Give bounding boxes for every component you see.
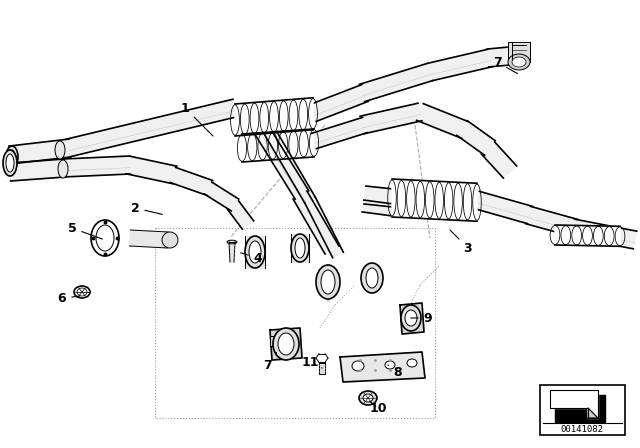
Polygon shape — [588, 408, 598, 418]
Polygon shape — [340, 352, 425, 382]
Text: 7: 7 — [264, 352, 276, 371]
Ellipse shape — [245, 236, 265, 268]
Ellipse shape — [162, 232, 178, 248]
Ellipse shape — [77, 288, 87, 296]
Polygon shape — [417, 103, 468, 138]
Polygon shape — [362, 200, 394, 216]
Ellipse shape — [3, 150, 17, 176]
Ellipse shape — [366, 268, 378, 288]
Polygon shape — [229, 242, 235, 262]
Polygon shape — [525, 207, 577, 237]
Ellipse shape — [6, 146, 18, 168]
Polygon shape — [481, 142, 516, 178]
Ellipse shape — [363, 394, 373, 402]
Polygon shape — [555, 225, 620, 246]
Ellipse shape — [508, 54, 530, 70]
Ellipse shape — [405, 310, 417, 326]
Text: 4: 4 — [241, 251, 262, 264]
Text: 11: 11 — [301, 356, 322, 369]
Text: 6: 6 — [58, 292, 79, 305]
Polygon shape — [550, 390, 598, 418]
Polygon shape — [364, 186, 394, 207]
Ellipse shape — [227, 240, 237, 244]
Polygon shape — [126, 156, 177, 184]
Polygon shape — [293, 191, 339, 254]
Polygon shape — [487, 46, 521, 67]
Polygon shape — [508, 42, 530, 62]
Polygon shape — [255, 112, 315, 203]
Bar — [508, 42, 530, 62]
Polygon shape — [241, 104, 308, 199]
Ellipse shape — [55, 141, 65, 159]
Polygon shape — [235, 98, 313, 136]
Polygon shape — [572, 219, 637, 249]
Polygon shape — [305, 197, 343, 258]
Polygon shape — [457, 121, 495, 155]
Ellipse shape — [295, 238, 305, 258]
Text: 10: 10 — [369, 401, 387, 414]
Text: 1: 1 — [180, 102, 213, 136]
Ellipse shape — [352, 361, 364, 371]
Polygon shape — [245, 236, 265, 268]
Bar — [540, 385, 625, 435]
Ellipse shape — [316, 265, 340, 299]
Text: 2: 2 — [131, 202, 163, 215]
Polygon shape — [10, 159, 66, 181]
Polygon shape — [204, 182, 239, 211]
Ellipse shape — [321, 270, 335, 294]
Polygon shape — [428, 49, 492, 81]
Polygon shape — [555, 395, 605, 422]
Ellipse shape — [401, 305, 421, 331]
Polygon shape — [66, 99, 237, 157]
Ellipse shape — [96, 225, 114, 251]
Polygon shape — [319, 363, 325, 374]
Polygon shape — [291, 234, 309, 262]
Ellipse shape — [58, 160, 68, 178]
Ellipse shape — [291, 234, 309, 262]
Text: 7: 7 — [493, 56, 518, 73]
Ellipse shape — [273, 328, 299, 360]
Ellipse shape — [91, 220, 119, 256]
Ellipse shape — [514, 48, 526, 68]
Polygon shape — [227, 201, 253, 229]
Ellipse shape — [407, 359, 417, 367]
Ellipse shape — [361, 263, 383, 293]
Text: 9: 9 — [411, 311, 432, 324]
Text: 8: 8 — [388, 365, 403, 379]
Polygon shape — [9, 139, 71, 164]
Ellipse shape — [249, 241, 261, 263]
Polygon shape — [312, 117, 367, 149]
Bar — [270, 336, 276, 346]
Ellipse shape — [74, 286, 90, 298]
Polygon shape — [129, 230, 168, 248]
Polygon shape — [242, 129, 314, 162]
Polygon shape — [359, 64, 433, 102]
Ellipse shape — [359, 391, 377, 405]
Text: 3: 3 — [450, 230, 472, 254]
Ellipse shape — [9, 150, 15, 164]
Polygon shape — [270, 328, 302, 360]
Ellipse shape — [278, 333, 294, 355]
Polygon shape — [170, 168, 212, 195]
Polygon shape — [400, 303, 424, 334]
Polygon shape — [474, 191, 532, 224]
Ellipse shape — [512, 57, 526, 67]
Ellipse shape — [385, 361, 395, 369]
Polygon shape — [360, 103, 422, 134]
Polygon shape — [63, 156, 131, 177]
Polygon shape — [392, 179, 477, 221]
Polygon shape — [310, 85, 368, 121]
Text: 5: 5 — [68, 221, 102, 239]
Ellipse shape — [6, 154, 14, 172]
Text: 00141082: 00141082 — [561, 425, 604, 434]
